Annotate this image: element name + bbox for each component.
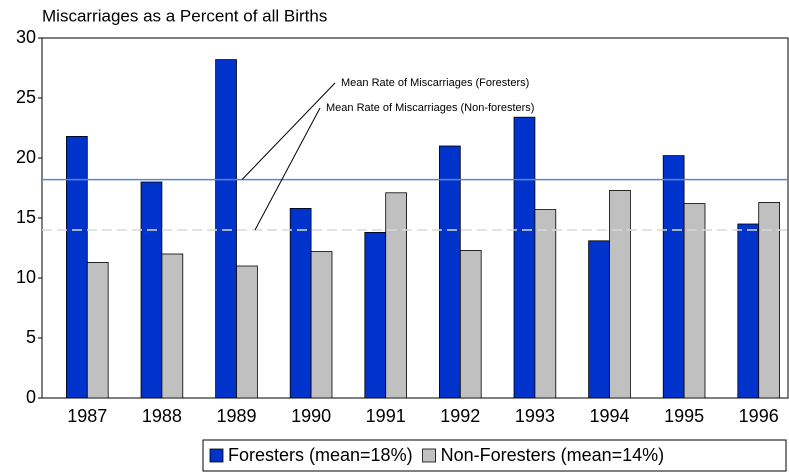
bar xyxy=(609,189,631,399)
x-tick-label: 1987 xyxy=(67,406,107,426)
bar xyxy=(364,231,387,399)
bar xyxy=(66,135,88,399)
y-tick-label: 30 xyxy=(16,27,36,47)
legend-swatch xyxy=(209,448,224,463)
x-tick-label: 1990 xyxy=(291,406,331,426)
annotation: Mean Rate of Miscarriages (Foresters) xyxy=(341,77,529,89)
y-tick-label: 0 xyxy=(26,387,36,407)
x-tick-label: 1992 xyxy=(440,406,480,426)
y-tick-label: 25 xyxy=(16,87,36,107)
y-tick-label: 10 xyxy=(16,267,36,287)
bar xyxy=(385,192,407,399)
bar xyxy=(215,59,237,399)
bar xyxy=(758,201,780,399)
x-tick-label: 1989 xyxy=(216,406,256,426)
x-tick-label: 1993 xyxy=(515,406,555,426)
annotation: Mean Rate of Miscarriages (Non-foresters… xyxy=(326,102,534,114)
bar xyxy=(439,145,461,399)
bar xyxy=(737,223,760,399)
bar xyxy=(459,249,482,399)
bar xyxy=(86,261,109,399)
legend-label: Foresters (mean=18%) xyxy=(228,445,413,465)
legend-swatch xyxy=(422,448,436,463)
annotation-leader xyxy=(254,107,321,231)
bar xyxy=(513,116,536,399)
bar xyxy=(310,251,333,399)
x-tick-label: 1991 xyxy=(366,406,406,426)
bar xyxy=(236,265,258,399)
bar xyxy=(683,203,706,399)
x-tick-label: 1996 xyxy=(739,406,779,426)
legend-box xyxy=(202,439,787,472)
chart-title: Miscarriages as a Percent of all Births xyxy=(42,6,327,25)
bar xyxy=(662,155,685,399)
x-tick-label: 1995 xyxy=(664,406,704,426)
x-tick-label: 1994 xyxy=(589,406,629,426)
bar xyxy=(161,253,184,399)
y-tick-label: 15 xyxy=(16,207,36,227)
bar xyxy=(534,209,557,399)
legend-label: Non-Foresters (mean=14%) xyxy=(441,445,665,465)
bar xyxy=(140,181,163,399)
y-tick-label: 20 xyxy=(16,147,36,167)
x-tick-label: 1988 xyxy=(142,406,182,426)
y-tick-label: 5 xyxy=(26,327,36,347)
bar xyxy=(588,240,610,399)
bar xyxy=(289,207,312,399)
annotation-leader xyxy=(241,82,336,180)
